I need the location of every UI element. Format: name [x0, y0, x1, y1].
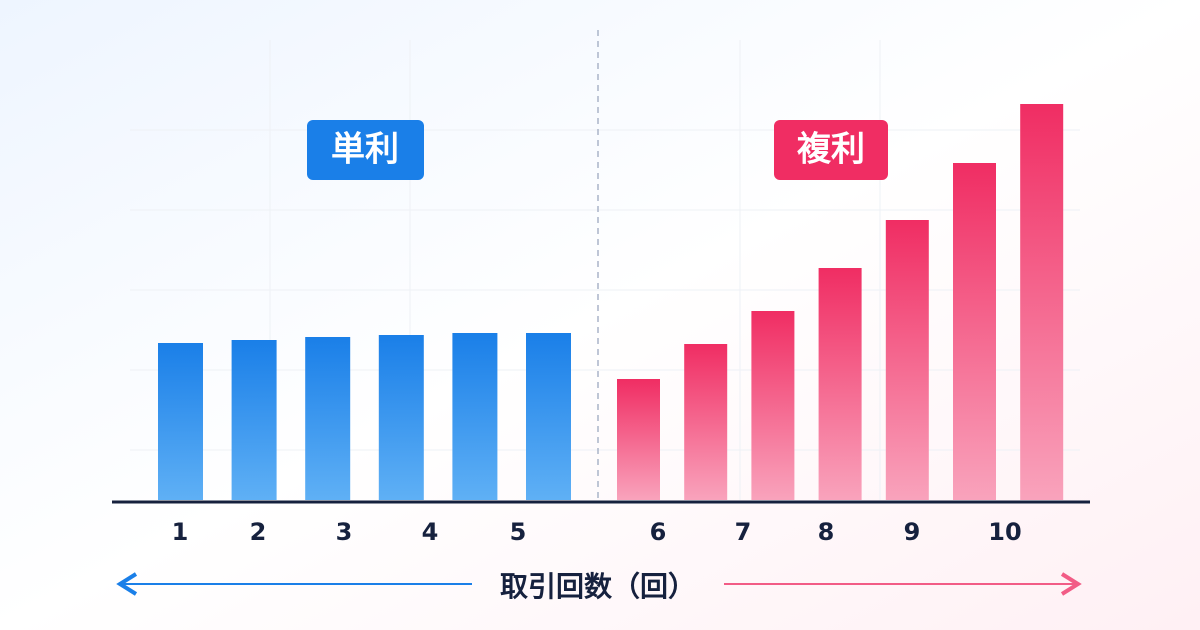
x-tick-label: 8	[818, 518, 835, 546]
x-tick-label: 4	[422, 518, 439, 546]
bar	[305, 337, 351, 500]
bar	[684, 344, 728, 500]
bar	[231, 340, 277, 500]
x-tick-label: 2	[250, 518, 267, 546]
bar	[617, 379, 660, 500]
bar	[158, 343, 203, 500]
bar	[1020, 104, 1064, 500]
bar	[378, 335, 424, 500]
legend-label: 単利	[331, 130, 399, 170]
x-tick-label: 9	[904, 518, 921, 546]
x-tick-label: 1	[172, 518, 189, 546]
bar	[526, 333, 571, 500]
bar	[751, 311, 795, 500]
badge-bg	[307, 120, 424, 180]
bar	[953, 163, 996, 500]
bar	[818, 268, 862, 500]
x-tick-label: 3	[336, 518, 353, 546]
legend-label: 複利	[797, 130, 865, 170]
x-tick-label: 7	[735, 518, 752, 546]
x-tick-label: 10	[988, 518, 1021, 546]
badge-bg	[774, 120, 888, 180]
x-tick-label: 5	[510, 518, 527, 546]
bar	[452, 333, 498, 500]
x-tick-label: 6	[650, 518, 667, 546]
bar	[885, 220, 929, 500]
x-axis-label: 取引回数（回）	[500, 570, 696, 603]
